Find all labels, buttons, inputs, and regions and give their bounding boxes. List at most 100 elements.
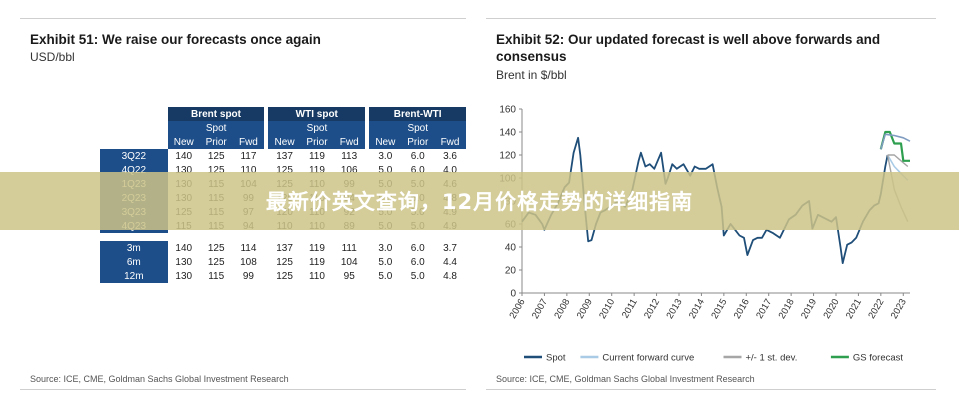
table-row: 6m 130 125 108 125 119 104 5.0 6.0 4.4	[100, 255, 466, 269]
table-subheader-top-row: Spot Spot Spot	[100, 121, 466, 135]
group-header-wti: WTI spot	[268, 107, 366, 121]
table-cell: 125	[207, 150, 225, 162]
table-cell: 130	[175, 164, 193, 176]
table-cell: 3.6	[443, 150, 457, 162]
x-tick-label: 2015	[709, 297, 729, 321]
table-subheader-cell	[369, 121, 402, 135]
exhibit-52-source: Source: ICE, CME, Goldman Sachs Global I…	[496, 374, 755, 384]
exhibit-51-title: Exhibit 51: We raise our forecasts once …	[30, 32, 321, 47]
row-label: 3m	[100, 241, 168, 255]
exhibit-52-title: Exhibit 52: Our updated forecast is well…	[496, 32, 881, 64]
table-cell: 4.0	[443, 164, 457, 176]
exhibit-51-unit: USD/bbl	[30, 50, 75, 64]
x-tick-label: 2017	[754, 297, 774, 321]
x-tick-label: 2023	[889, 297, 909, 321]
table-subheader-cell: Prior	[300, 135, 334, 149]
y-tick-label: 0	[510, 289, 516, 300]
table-row: 12m 130 115 99 125 110 95 5.0 5.0 4.8	[100, 269, 466, 283]
table-subheader-cell: Spot	[401, 121, 435, 135]
x-tick-label: 2013	[664, 297, 684, 321]
table-cell: 6.0	[410, 150, 425, 162]
x-tick-label: 2010	[597, 297, 617, 321]
table-cell: 6.0	[410, 256, 425, 268]
overlay-banner: 最新价英文查询，12月价格走势的详细指南	[0, 172, 959, 230]
table-cell: 4.4	[443, 256, 457, 268]
table-subheader-bottom-row: New Prior Fwd New Prior Fwd New Prior Fwd	[100, 135, 466, 149]
series-line-gs-forecast	[879, 130, 910, 162]
banner-text: 最新价英文查询，12月价格走势的详细指南	[265, 190, 694, 214]
table-cell: 108	[240, 256, 257, 268]
table-subheader-cell: Spot	[199, 121, 233, 135]
table-cell: 140	[175, 242, 193, 254]
y-tick-label: 160	[499, 105, 516, 116]
table-cell: 110	[308, 270, 325, 282]
legend-label: Current forward curve	[602, 353, 694, 364]
table-cell: 4.8	[443, 270, 457, 282]
x-tick-label: 2008	[552, 297, 572, 321]
table-cell: 130	[175, 256, 193, 268]
y-tick-label: 140	[499, 128, 516, 139]
table-cell: 125	[207, 164, 225, 176]
table-cell: 125	[276, 256, 293, 268]
table-subheader-cell	[333, 121, 366, 135]
table-subheader-cell: New	[167, 135, 200, 149]
table-cell: 137	[276, 242, 293, 254]
exhibit-51-source: Source: ICE, CME, Goldman Sachs Global I…	[30, 374, 289, 384]
table-subheader-cell: Prior	[401, 135, 435, 149]
table-row: 3Q22 140 125 117 137 119 113 3.0 6.0 3.6	[100, 149, 466, 163]
table-cell: 104	[340, 256, 358, 268]
table-subheader-cell: New	[268, 135, 301, 149]
table-cell: 125	[276, 164, 293, 176]
group-header-spread: Brent-WTI	[369, 107, 466, 121]
series-line-gs-forecast-prior	[880, 133, 911, 150]
table-cell: 5.0	[378, 256, 393, 268]
x-tick-label: 2016	[732, 297, 752, 321]
table-cell: 3.7	[443, 242, 457, 254]
legend-label: GS forecast	[853, 353, 904, 364]
table-cell: 5.0	[410, 270, 425, 282]
table-cell: 117	[240, 150, 257, 162]
table-cell: 119	[308, 150, 325, 162]
table-subheader-cell: New	[369, 135, 402, 149]
y-tick-label: 120	[499, 151, 516, 162]
table-cell: 125	[207, 242, 225, 254]
table-cell: 140	[175, 150, 193, 162]
x-tick-label: 2019	[799, 297, 819, 321]
table-cell: 130	[175, 270, 193, 282]
x-tick-label: 2020	[821, 297, 841, 321]
x-tick-label: 2021	[844, 297, 864, 321]
row-label: 3Q22	[100, 149, 168, 163]
table-cell: 125	[276, 270, 293, 282]
table-subheader-cell: Spot	[300, 121, 334, 135]
brent-price-chart: 0204060801001201401602006200720082009201…	[499, 105, 911, 364]
table-cell: 5.0	[378, 164, 393, 176]
table-cell: 5.0	[378, 270, 393, 282]
y-tick-label: 40	[505, 243, 517, 254]
table-subheader-cell: Fwd	[434, 135, 466, 149]
table-spacer	[100, 233, 466, 241]
row-label: 6m	[100, 255, 168, 269]
table-subheader-cell: Fwd	[333, 135, 366, 149]
table-cell: 119	[308, 242, 325, 254]
table-cell: 114	[240, 242, 257, 254]
table-cell: 113	[341, 150, 358, 162]
table-subheader-cell	[268, 121, 301, 135]
table-cell: 95	[343, 270, 355, 282]
table-subheader-cell	[167, 121, 200, 135]
table-row: 3m 140 125 114 137 119 111 3.0 6.0 3.7	[100, 241, 466, 255]
x-tick-label: 2009	[575, 297, 595, 321]
row-label: 12m	[100, 269, 168, 283]
table-cell: 3.0	[378, 150, 393, 162]
y-tick-label: 20	[505, 266, 517, 277]
table-subheader-cell: Fwd	[232, 135, 265, 149]
table-subheader-cell	[232, 121, 265, 135]
table-subheader-cell: Prior	[199, 135, 233, 149]
exhibit-52-panel: Exhibit 52: Our updated forecast is well…	[486, 18, 936, 390]
table-cell: 119	[308, 164, 325, 176]
table-group-header-row: Brent spot WTI spot Brent-WTI	[100, 107, 466, 121]
x-tick-label: 2018	[777, 297, 797, 321]
x-tick-label: 2007	[530, 297, 550, 321]
table-subheader-cell	[434, 121, 466, 135]
x-tick-label: 2012	[642, 297, 662, 321]
table-cell: 119	[308, 256, 325, 268]
